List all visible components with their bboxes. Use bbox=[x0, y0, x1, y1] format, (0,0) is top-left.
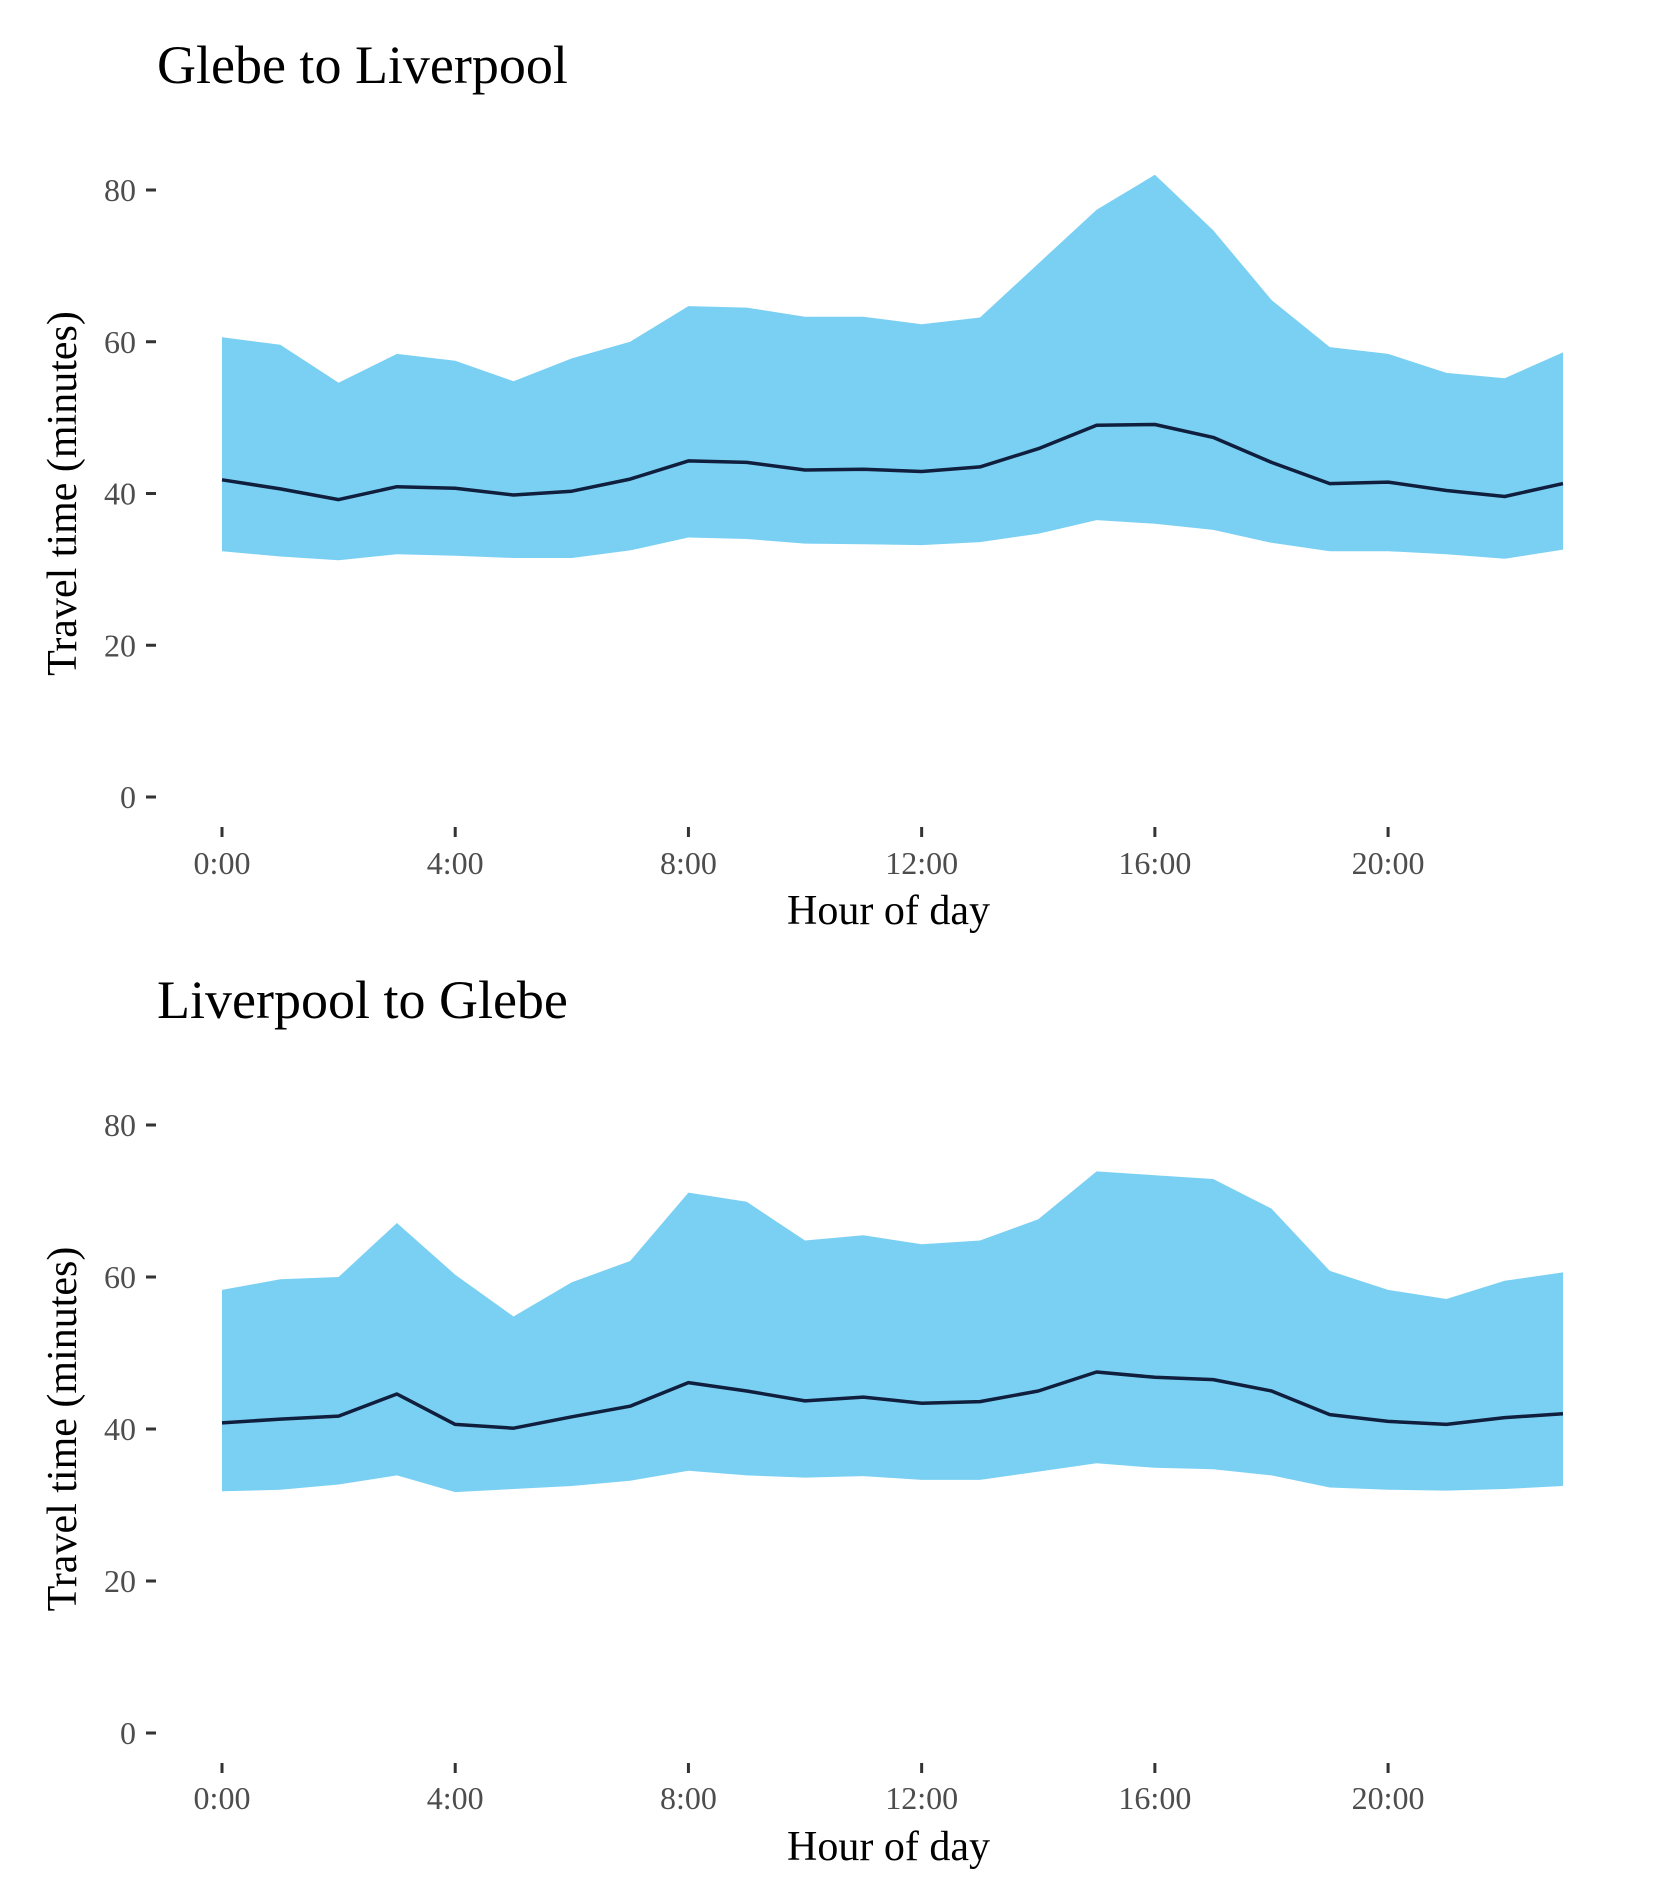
mean-travel-time-line bbox=[221, 422, 1564, 502]
x-tick-label: 20:00 bbox=[1352, 845, 1425, 881]
x-tick-label: 0:00 bbox=[194, 1780, 251, 1816]
y-tick-label: 40 bbox=[104, 1411, 136, 1447]
y-tick-label: 0 bbox=[120, 779, 136, 815]
x-tick-label: 16:00 bbox=[1118, 845, 1191, 881]
y-tick-label: 60 bbox=[104, 1259, 136, 1295]
x-tick-label: 20:00 bbox=[1352, 1780, 1425, 1816]
chart-panel-1: Glebe to Liverpool 0 20 40 60 80 0:00 4:00 8:00 1… bbox=[40, 35, 1564, 934]
y-tick-label: 60 bbox=[104, 324, 136, 360]
y-tick-label: 80 bbox=[104, 172, 136, 208]
x-tick-label: 12:00 bbox=[885, 845, 958, 881]
chart-title: Liverpool to Glebe bbox=[157, 970, 568, 1030]
mean-travel-time-line bbox=[221, 1370, 1564, 1430]
y-tick-label: 20 bbox=[104, 1563, 136, 1599]
x-tick-label: 16:00 bbox=[1118, 1780, 1191, 1816]
x-tick-label: 0:00 bbox=[194, 845, 251, 881]
x-axis-title: Hour of day bbox=[787, 1824, 990, 1870]
x-tick-label: 4:00 bbox=[427, 845, 484, 881]
y-axis-title: Travel time (minutes) bbox=[40, 311, 86, 676]
y-tick-label: 20 bbox=[104, 627, 136, 663]
x-tick-label: 4:00 bbox=[427, 1780, 484, 1816]
x-tick-label: 8:00 bbox=[660, 1780, 717, 1816]
y-tick-label: 40 bbox=[104, 476, 136, 512]
chart-title: Glebe to Liverpool bbox=[157, 35, 568, 95]
x-axis-title: Hour of day bbox=[787, 888, 990, 934]
y-axis-title: Travel time (minutes) bbox=[40, 1247, 86, 1612]
y-tick-label: 80 bbox=[104, 1107, 136, 1143]
x-tick-label: 8:00 bbox=[660, 845, 717, 881]
x-tick-label: 12:00 bbox=[885, 1780, 958, 1816]
y-tick-label: 0 bbox=[120, 1715, 136, 1751]
chart-panel-2: Liverpool to Glebe 0 20 40 60 80 0:00 4:00 8:00 1… bbox=[40, 970, 1564, 1870]
confidence-band bbox=[222, 1171, 1563, 1493]
confidence-band bbox=[222, 174, 1563, 561]
